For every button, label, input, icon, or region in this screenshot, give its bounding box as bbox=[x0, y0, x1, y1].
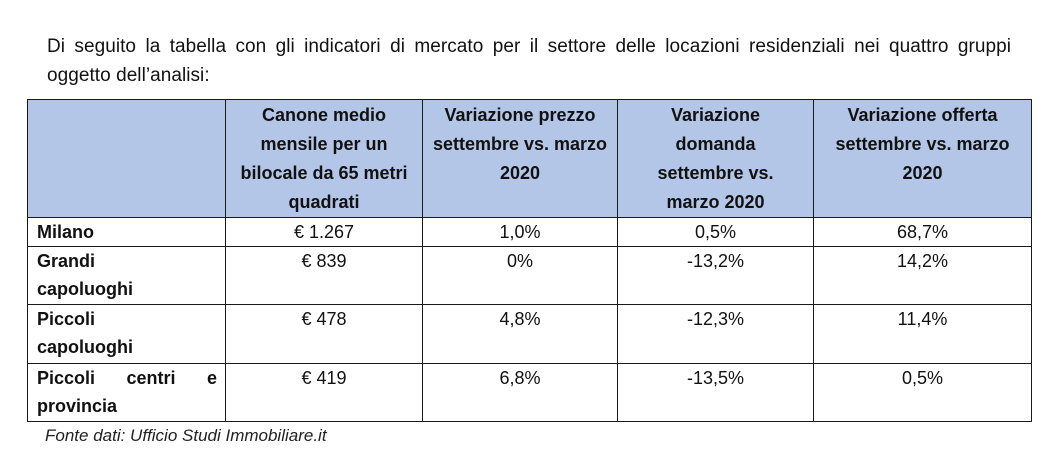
source-caption: Fonte dati: Ufficio Studi Immobiliare.it bbox=[45, 426, 327, 445]
cell-prezzo: 4,8% bbox=[422, 304, 618, 364]
table-header-row: Canone medio mensile per un bilocale da … bbox=[27, 99, 1032, 218]
cell-canone: € 419 bbox=[225, 363, 423, 422]
header-canone: Canone medio mensile per un bilocale da … bbox=[225, 99, 423, 218]
cell-prezzo: 6,8% bbox=[422, 363, 618, 422]
row-name: Grandi capoluoghi bbox=[27, 246, 226, 305]
intro-paragraph: Di seguito la tabella con gli indicatori… bbox=[47, 36, 1011, 86]
cell-domanda: -13,5% bbox=[617, 363, 814, 422]
table-row: Piccoli capoluoghi € 478 4,8% -12,3% 11,… bbox=[27, 304, 1032, 364]
table-row: Milano € 1.267 1,0% 0,5% 68,7% bbox=[27, 217, 1032, 247]
table-row: Piccoli centri e provincia € 419 6,8% -1… bbox=[27, 363, 1032, 422]
cell-domanda: -13,2% bbox=[617, 246, 814, 305]
cell-canone: € 839 bbox=[225, 246, 423, 305]
cell-domanda: -12,3% bbox=[617, 304, 814, 364]
table-row: Grandi capoluoghi € 839 0% -13,2% 14,2% bbox=[27, 246, 1032, 305]
cell-offerta: 0,5% bbox=[813, 363, 1032, 422]
market-indicators-table: Canone medio mensile per un bilocale da … bbox=[27, 99, 1032, 422]
header-prezzo: Variazione prezzo settembre vs. marzo 20… bbox=[422, 99, 618, 218]
cell-prezzo: 0% bbox=[422, 246, 618, 305]
cell-prezzo: 1,0% bbox=[422, 217, 618, 247]
header-offerta: Variazione offerta settembre vs. marzo 2… bbox=[813, 99, 1032, 218]
cell-offerta: 14,2% bbox=[813, 246, 1032, 305]
cell-offerta: 68,7% bbox=[813, 217, 1032, 247]
row-name: Milano bbox=[27, 217, 226, 247]
header-empty bbox=[27, 99, 226, 218]
cell-canone: € 1.267 bbox=[225, 217, 423, 247]
header-domanda: Variazione domanda settembre vs. marzo 2… bbox=[617, 99, 814, 218]
cell-domanda: 0,5% bbox=[617, 217, 814, 247]
cell-offerta: 11,4% bbox=[813, 304, 1032, 364]
row-name: Piccoli centri e provincia bbox=[27, 363, 226, 422]
row-name: Piccoli capoluoghi bbox=[27, 304, 226, 364]
cell-canone: € 478 bbox=[225, 304, 423, 364]
